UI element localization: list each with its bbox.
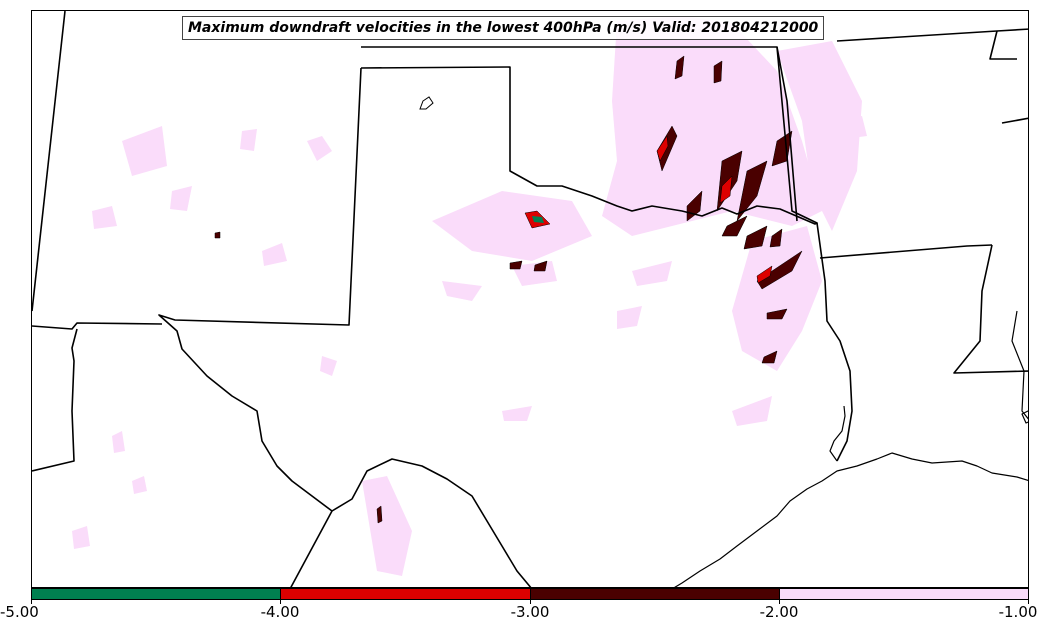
map-panel [31,10,1029,588]
weak-downdraft-shading [72,16,867,576]
map-title: Maximum downdraft velocities in the lowe… [182,16,825,40]
coastline [674,310,1028,587]
colorbar-tick-mark [280,600,281,604]
colorbar [31,588,1029,600]
colorbar-tick-label: -4.00 [260,603,300,621]
map-canvas [32,11,1028,587]
colorbar-segment [280,589,530,599]
colorbar-tick-mark [779,600,780,604]
colorbar-tick-label: -2.00 [759,603,799,621]
colorbar-tick-mark [1028,600,1029,604]
state-boundaries [32,11,1028,587]
extreme-downdraft-cores [532,216,544,223]
colorbar-tick-mark [530,600,531,604]
colorbar-tick-label: -1.00 [998,603,1038,621]
colorbar-tick-mark [31,600,32,604]
colorbar-segment [778,589,1028,599]
colorbar-tick-label: -5.00 [0,603,39,621]
colorbar-segment [529,589,779,599]
lake-outline [419,96,434,110]
colorbar-tick-label: -3.00 [510,603,550,621]
colorbar-segment [32,589,281,599]
